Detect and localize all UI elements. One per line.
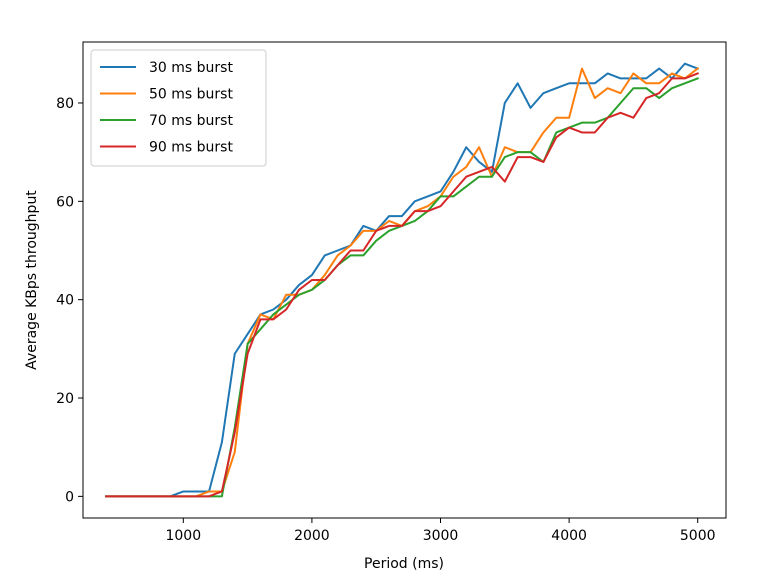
x-axis-ticks: 1000 2000 3000 4000 5000	[165, 518, 716, 544]
x-tick-label: 2000	[294, 528, 330, 544]
series-line-4	[105, 72, 700, 498]
x-tick-label: 1000	[165, 528, 201, 544]
y-tick-label: 80	[56, 96, 74, 112]
y-tick-label: 60	[56, 194, 74, 210]
y-tick-label: 20	[56, 391, 74, 407]
legend-label-3: 70 ms burst	[149, 113, 233, 129]
x-tick-label: 4000	[551, 528, 587, 544]
series-layer	[105, 62, 700, 498]
y-axis-label: Average KBps throughput	[24, 190, 40, 370]
axes-frame	[82, 41, 727, 519]
x-tick-label: 5000	[680, 528, 716, 544]
legend: 30 ms burst 50 ms burst 70 ms burst 90 ms b…	[90, 49, 267, 167]
legend-label-2: 50 ms burst	[149, 87, 233, 103]
y-tick-label: 0	[65, 489, 74, 505]
legend-label-4: 90 ms burst	[149, 140, 233, 156]
plot-area-frame	[82, 41, 727, 519]
x-axis-label: Period (ms)	[364, 556, 444, 572]
legend-box	[90, 49, 267, 167]
series-line-1	[105, 62, 700, 498]
y-axis-ticks: 0 20 40 60 80	[56, 96, 83, 505]
x-tick-label: 3000	[423, 528, 459, 544]
legend-label-1: 30 ms burst	[149, 60, 233, 76]
y-tick-label: 40	[56, 293, 74, 309]
